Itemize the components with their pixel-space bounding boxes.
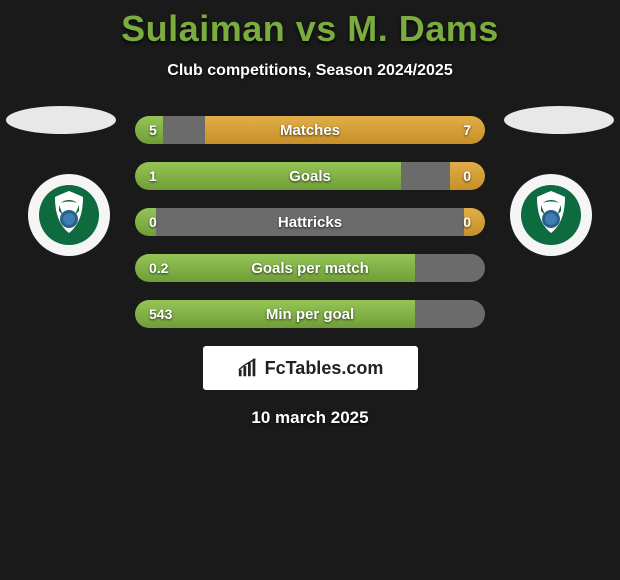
stat-fill-right [464,208,485,236]
stat-fill-left [135,300,415,328]
stat-bar-bg [135,208,485,236]
stats-bars: Matches57 Goals10 Hattricks00 Goals per mat… [135,116,485,328]
chart-icon [237,357,259,379]
club-badge-right [510,174,592,256]
stat-fill-mid [401,162,450,190]
brand-text: FcTables.com [265,358,384,379]
club-badge-left [28,174,110,256]
stat-fill-left [135,116,163,144]
club-logo-right-icon [519,183,583,247]
stat-fill-mid [156,208,464,236]
compare-area: Matches57 Goals10 Hattricks00 Goals per mat… [0,116,620,428]
stat-row: Min per goal543 [135,300,485,328]
subtitle: Club competitions, Season 2024/2025 [0,62,620,80]
stat-fill-left [135,208,156,236]
date-label: 10 march 2025 [0,408,620,428]
stat-fill-mid [415,254,485,282]
stat-fill-right [205,116,485,144]
stat-bar-bg [135,254,485,282]
stat-row: Hattricks00 [135,208,485,236]
stat-fill-right [450,162,485,190]
stat-row: Matches57 [135,116,485,144]
player-photo-left-placeholder [6,106,116,134]
stat-row: Goals10 [135,162,485,190]
player-photo-right-placeholder [504,106,614,134]
stat-fill-left [135,254,415,282]
stat-bar-bg [135,300,485,328]
stat-bar-bg [135,116,485,144]
stat-fill-mid [415,300,485,328]
stat-fill-left [135,162,401,190]
comparison-widget: Sulaiman vs M. Dams Club competitions, S… [0,0,620,428]
stat-bar-bg [135,162,485,190]
club-logo-left-icon [37,183,101,247]
stat-row: Goals per match0.2 [135,254,485,282]
stat-fill-mid [163,116,205,144]
page-title: Sulaiman vs M. Dams [0,0,620,50]
brand-box: FcTables.com [203,346,418,390]
